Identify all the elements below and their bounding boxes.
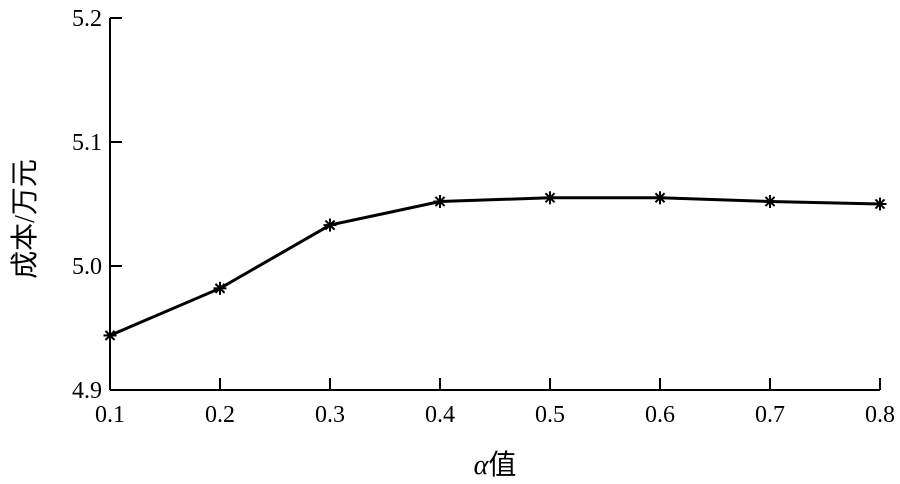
marker-stroke [214,283,226,294]
x-tick-label: 0.8 [865,402,895,428]
data-point-marker [213,281,227,295]
x-tick-label: 0.2 [205,402,235,428]
y-tick-label: 4.9 [72,378,102,404]
x-tick-label: 0.4 [425,402,455,428]
marker-stroke [434,196,446,207]
series-group [109,196,881,337]
x-axis-title: α值 [474,449,517,481]
data-point-marker [873,197,887,211]
markers-group [103,191,887,342]
y-axis-title: 成本/万元 [9,159,41,279]
marker-stroke [764,196,776,207]
x-axis-title-symbol: α [474,450,490,481]
axes [109,18,880,391]
y-tick-label: 5.2 [72,6,102,32]
data-point-marker [543,191,557,205]
marker-stroke [544,192,556,204]
data-point-marker [103,328,117,342]
marker-stroke [324,219,336,231]
y-tick-label: 5.0 [72,254,102,280]
series-line [109,196,881,337]
data-point-marker [763,195,777,209]
x-tick-label: 0.7 [755,402,785,428]
x-axis-title-text: 值 [488,449,516,481]
x-tick-label: 0.6 [645,402,675,428]
ticks: 4.9 5.0 5.1 5.2 0.1 0.2 0.3 0.4 0.5 0.6 0.7 0.8 [72,6,895,428]
data-point-marker [653,191,667,205]
marker-stroke [874,198,886,210]
y-tick-label: 5.1 [72,130,102,156]
x-tick-label: 0.5 [535,402,565,428]
data-point-marker [433,195,447,209]
marker-stroke [104,330,116,341]
marker-stroke [654,192,666,204]
x-tick-label: 0.1 [95,402,125,428]
data-point-marker [323,218,337,232]
x-tick-label: 0.3 [315,402,345,428]
